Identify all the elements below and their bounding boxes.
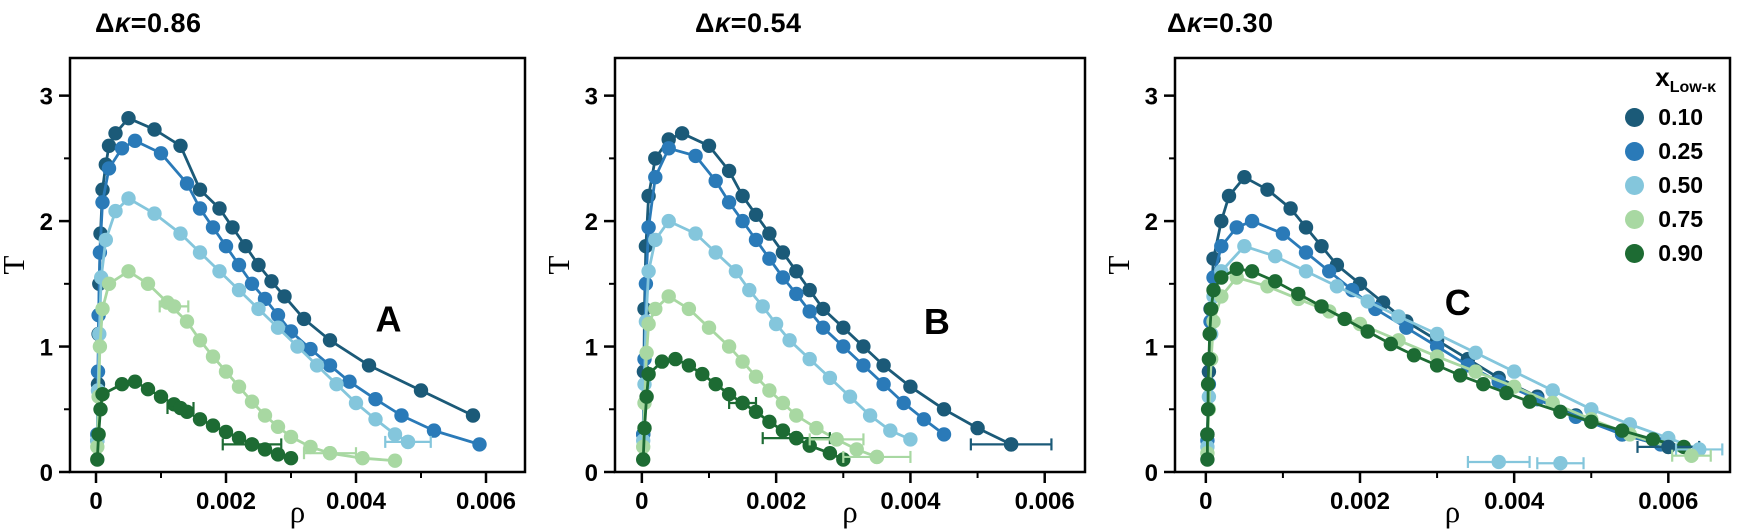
svg-text:ρ: ρ	[1445, 494, 1460, 529]
svg-text:0.006: 0.006	[456, 488, 516, 515]
legend-entry-090: 0.90	[1625, 240, 1716, 267]
legend-entry-010: 0.10	[1625, 104, 1716, 131]
svg-text:A: A	[376, 298, 402, 339]
panel-title-kappa: κ	[114, 8, 131, 38]
legend-title: xLow-κ	[1655, 62, 1716, 97]
legend: xLow-κ 0.10 0.25 0.50 0.75 0.90	[1625, 62, 1716, 274]
legend-label-010: 0.10	[1658, 104, 1704, 131]
panel-title-kappa: κ	[1186, 8, 1203, 38]
svg-text:T: T	[545, 255, 576, 274]
legend-marker-010	[1625, 108, 1645, 128]
panel-title-kappa: κ	[714, 8, 731, 38]
svg-text:0: 0	[585, 460, 598, 487]
svg-text:0.004: 0.004	[326, 488, 387, 515]
legend-title-sub: Low-κ	[1669, 79, 1716, 97]
panel-title-value: =0.54	[730, 8, 802, 38]
legend-label-050: 0.50	[1658, 172, 1704, 199]
svg-text:C: C	[1445, 282, 1471, 323]
svg-text:T: T	[1105, 255, 1136, 274]
svg-text:0.004: 0.004	[880, 488, 941, 515]
svg-text:0: 0	[1199, 488, 1212, 515]
legend-label-075: 0.75	[1658, 206, 1704, 233]
svg-text:0: 0	[40, 460, 53, 487]
svg-text:1: 1	[40, 335, 53, 362]
svg-text:0.004: 0.004	[1484, 488, 1545, 515]
svg-text:2: 2	[40, 209, 53, 236]
legend-title-main: x	[1655, 62, 1670, 92]
svg-text:0.002: 0.002	[746, 488, 806, 515]
legend-marker-090	[1625, 244, 1645, 264]
panel-title-delta: Δ	[695, 8, 715, 38]
panel-c: Δκ=0.30 0 0.002 0.004 0.006 0 1 2 3 ρ T C xLow-κ 0…	[1105, 0, 1750, 532]
plot-b: 0 0.002 0.004 0.006 0 1 2 3 ρ T B	[545, 56, 1087, 529]
svg-text:0.006: 0.006	[1015, 488, 1075, 515]
panel-title-c: Δκ=0.30	[1105, 0, 1750, 44]
legend-marker-050	[1625, 176, 1645, 196]
legend-label-090: 0.90	[1658, 240, 1704, 267]
svg-text:1: 1	[1145, 335, 1158, 362]
legend-marker-075	[1625, 210, 1645, 230]
legend-entry-025: 0.25	[1625, 138, 1716, 165]
legend-label-025: 0.25	[1658, 138, 1704, 165]
svg-text:0: 0	[1145, 460, 1158, 487]
panel-title-value: =0.30	[1202, 8, 1274, 38]
svg-text:3: 3	[585, 84, 598, 111]
svg-text:2: 2	[585, 209, 598, 236]
svg-text:ρ: ρ	[842, 494, 857, 529]
panel-a: Δκ=0.86 0 0.002 0.004 0.006 0 1 2 3 ρ T A	[0, 0, 545, 532]
svg-text:T: T	[0, 255, 31, 274]
legend-entry-075: 0.75	[1625, 206, 1716, 233]
panel-title-delta: Δ	[1167, 8, 1187, 38]
svg-text:ρ: ρ	[290, 494, 305, 529]
panel-title-value: =0.86	[130, 8, 202, 38]
plot-c: 0 0.002 0.004 0.006 0 1 2 3 ρ T C	[1105, 56, 1732, 529]
svg-text:B: B	[924, 301, 950, 342]
panel-title-delta: Δ	[95, 8, 115, 38]
svg-text:0: 0	[635, 488, 648, 515]
legend-entry-050: 0.50	[1625, 172, 1716, 199]
plot-a: 0 0.002 0.004 0.006 0 1 2 3 ρ T A	[0, 56, 527, 529]
svg-text:0.006: 0.006	[1638, 488, 1698, 515]
svg-text:0.002: 0.002	[196, 488, 256, 515]
panel-b: Δκ=0.54 0 0.002 0.004 0.006 0 1 2 3 ρ T B	[545, 0, 1105, 532]
svg-text:0: 0	[89, 488, 102, 515]
svg-text:0.002: 0.002	[1330, 488, 1390, 515]
legend-marker-025	[1625, 142, 1645, 162]
svg-text:1: 1	[585, 335, 598, 362]
panel-title-a: Δκ=0.86	[0, 0, 545, 44]
panel-title-b: Δκ=0.54	[545, 0, 1105, 44]
svg-text:2: 2	[1145, 209, 1158, 236]
svg-text:3: 3	[1145, 84, 1158, 111]
svg-text:3: 3	[40, 84, 53, 111]
